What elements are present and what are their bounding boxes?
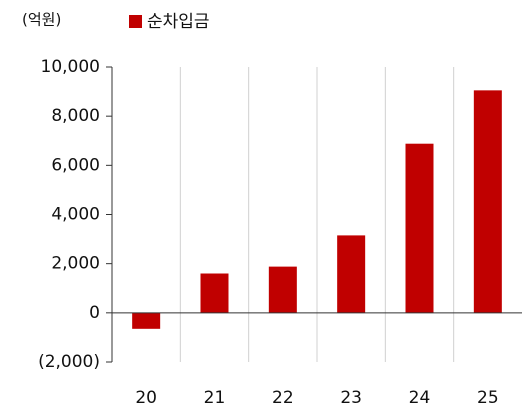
y-tick-label: 8,000 bbox=[51, 106, 100, 126]
bar bbox=[337, 235, 366, 313]
y-tick-label: (2,000) bbox=[38, 352, 100, 372]
bar bbox=[200, 273, 229, 313]
x-tick-label: 24 bbox=[409, 388, 431, 408]
x-tick-label: 20 bbox=[135, 388, 157, 408]
bar bbox=[473, 90, 502, 313]
unit-label: (억원) bbox=[22, 11, 61, 29]
y-tick-label: 2,000 bbox=[51, 254, 100, 274]
legend-label: 순차입금 bbox=[147, 12, 210, 32]
legend-swatch bbox=[129, 15, 142, 28]
y-tick-label: 0 bbox=[89, 303, 100, 323]
x-tick-label: 25 bbox=[477, 388, 499, 408]
x-tick-label: 23 bbox=[340, 388, 362, 408]
y-tick-label: 6,000 bbox=[51, 155, 100, 175]
x-tick-label: 21 bbox=[204, 388, 226, 408]
bar bbox=[132, 312, 161, 329]
y-tick-label: 4,000 bbox=[51, 205, 100, 225]
y-tick-label: 10,000 bbox=[41, 57, 100, 77]
x-tick-label: 22 bbox=[272, 388, 294, 408]
bar bbox=[268, 266, 297, 313]
bar bbox=[405, 143, 434, 313]
